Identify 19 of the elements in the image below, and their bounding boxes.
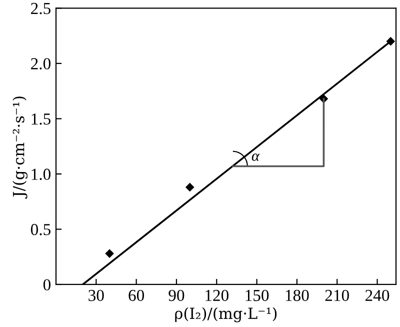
x-tick-label: 90 — [168, 290, 184, 302]
y-axis-title: J/(g·cm⁻²·s⁻¹) — [12, 96, 28, 199]
y-tick-label: 1.0 — [32, 168, 51, 180]
y-tick-label: 0.5 — [30, 224, 50, 236]
x-tick-label: 150 — [246, 290, 269, 302]
y-tick-label: 1.5 — [32, 113, 50, 125]
point — [186, 183, 194, 192]
x-tick-label: 60 — [128, 290, 144, 302]
point — [105, 249, 114, 258]
x-axis-title: ρ(I₂)/(mg·L⁻¹) — [175, 307, 277, 322]
annotation: α — [252, 154, 260, 161]
y-tick-label: 0 — [43, 279, 51, 290]
y-tick-label: 2.0 — [31, 58, 51, 70]
x-tick-label: 180 — [286, 290, 309, 302]
x-tick-label: 30 — [88, 290, 104, 302]
y-tick-label: 2.5 — [31, 2, 50, 14]
x-tick-label: 120 — [206, 290, 228, 302]
x-tick-label: 240 — [365, 290, 390, 302]
x-tick-label: 210 — [325, 290, 349, 302]
